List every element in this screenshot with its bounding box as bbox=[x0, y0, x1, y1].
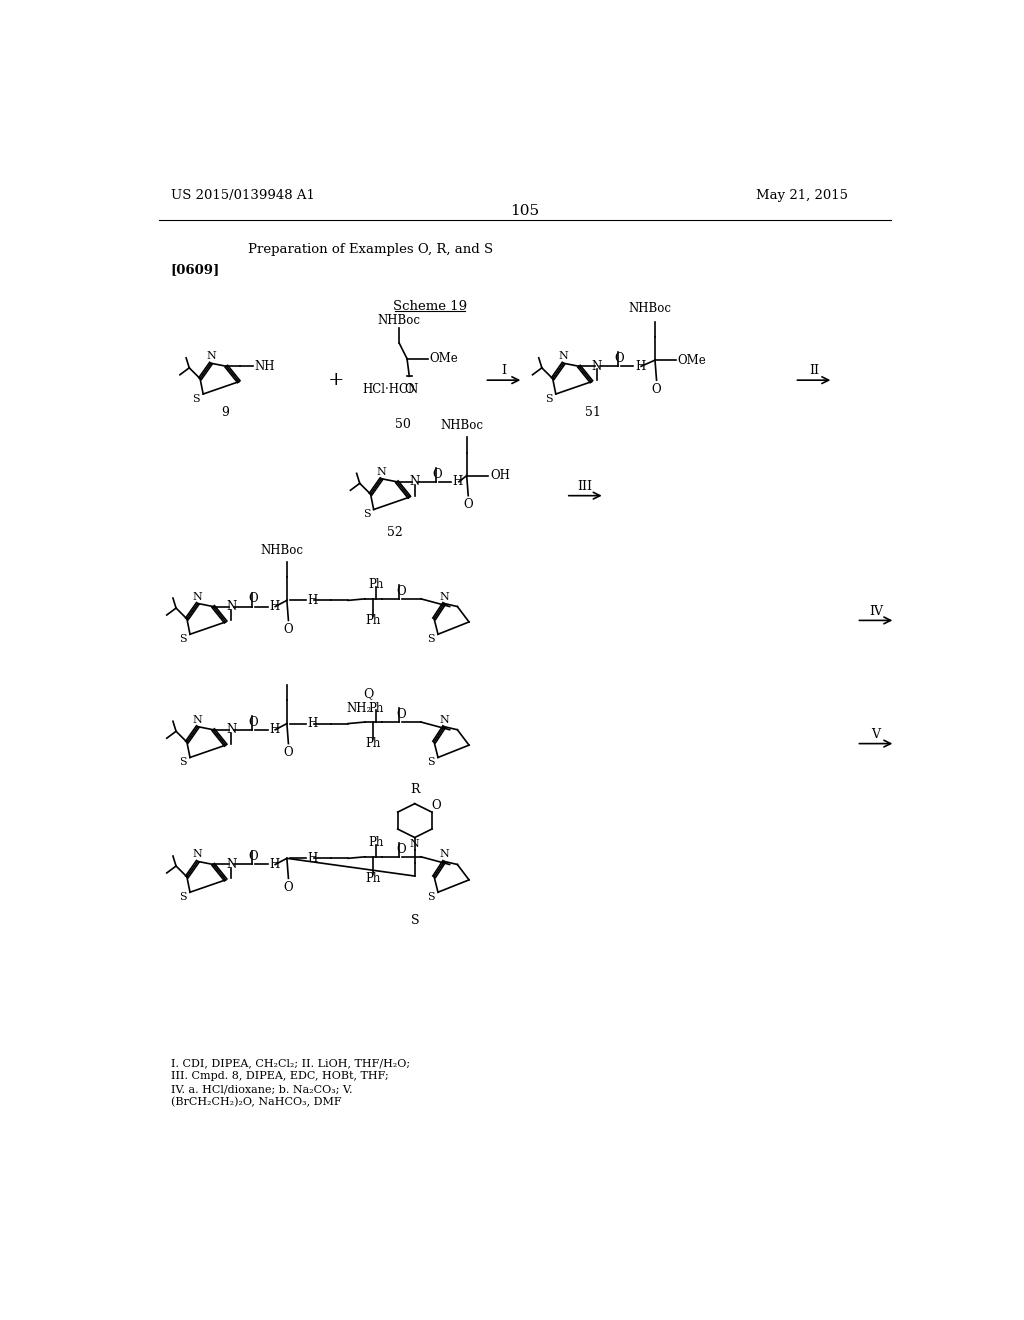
Text: H: H bbox=[308, 851, 318, 865]
Text: H: H bbox=[269, 601, 280, 612]
Text: NHBoc: NHBoc bbox=[629, 302, 672, 315]
Text: Ph: Ph bbox=[366, 871, 381, 884]
Text: 52: 52 bbox=[387, 527, 403, 539]
Text: IV. a. HCl/dioxane; b. Na₂CO₃; V.: IV. a. HCl/dioxane; b. Na₂CO₃; V. bbox=[171, 1084, 352, 1094]
Text: O: O bbox=[651, 383, 662, 396]
Text: Ph: Ph bbox=[369, 702, 384, 714]
Text: 50: 50 bbox=[395, 418, 411, 432]
Text: 51: 51 bbox=[585, 407, 601, 418]
Text: O: O bbox=[396, 842, 406, 855]
Text: III. Cmpd. 8, DIPEA, EDC, HOBt, THF;: III. Cmpd. 8, DIPEA, EDC, HOBt, THF; bbox=[171, 1072, 388, 1081]
Text: H: H bbox=[308, 717, 318, 730]
Text: OMe: OMe bbox=[678, 354, 707, 367]
Text: +: + bbox=[328, 371, 344, 389]
Text: S: S bbox=[193, 393, 200, 404]
Text: NH₂: NH₂ bbox=[346, 702, 372, 715]
Text: (BrCH₂CH₂)₂O, NaHCO₃, DMF: (BrCH₂CH₂)₂O, NaHCO₃, DMF bbox=[171, 1097, 341, 1107]
Text: Scheme 19: Scheme 19 bbox=[393, 300, 467, 313]
Text: I: I bbox=[502, 364, 507, 378]
Text: H: H bbox=[635, 360, 645, 372]
Text: Preparation of Examples O, R, and S: Preparation of Examples O, R, and S bbox=[248, 243, 494, 256]
Text: R: R bbox=[410, 783, 420, 796]
Text: OMe: OMe bbox=[429, 352, 458, 366]
Text: Ph: Ph bbox=[369, 578, 384, 591]
Text: N: N bbox=[439, 850, 450, 859]
Text: O: O bbox=[249, 850, 258, 863]
Text: [0609]: [0609] bbox=[171, 264, 220, 277]
Text: III: III bbox=[578, 480, 593, 492]
Text: O: O bbox=[614, 352, 625, 366]
Text: O: O bbox=[404, 383, 414, 396]
Text: S: S bbox=[362, 510, 371, 519]
Text: O: O bbox=[464, 499, 473, 511]
Text: N: N bbox=[592, 360, 602, 372]
Text: O: O bbox=[249, 715, 258, 729]
Text: IV: IV bbox=[869, 605, 883, 618]
Text: O: O bbox=[396, 585, 406, 598]
Text: NHBoc: NHBoc bbox=[378, 314, 421, 326]
Text: S: S bbox=[427, 758, 435, 767]
Text: O: O bbox=[249, 593, 258, 606]
Text: N: N bbox=[377, 467, 386, 477]
Text: 105: 105 bbox=[510, 203, 540, 218]
Text: N: N bbox=[206, 351, 216, 362]
Text: S: S bbox=[411, 915, 419, 927]
Text: N: N bbox=[410, 838, 420, 849]
Text: S: S bbox=[427, 892, 435, 902]
Text: OH: OH bbox=[489, 469, 510, 482]
Text: S: S bbox=[179, 758, 186, 767]
Text: V: V bbox=[871, 727, 881, 741]
Text: O: O bbox=[396, 708, 406, 721]
Text: I. CDI, DIPEA, CH₂Cl₂; II. LiOH, THF/H₂O;: I. CDI, DIPEA, CH₂Cl₂; II. LiOH, THF/H₂O… bbox=[171, 1059, 410, 1068]
Text: Ph: Ph bbox=[366, 614, 381, 627]
Text: N: N bbox=[193, 850, 203, 859]
Text: H: H bbox=[269, 723, 280, 737]
Text: N: N bbox=[439, 714, 450, 725]
Text: NHBoc: NHBoc bbox=[261, 544, 304, 557]
Text: Ph: Ph bbox=[369, 837, 384, 850]
Text: II: II bbox=[809, 364, 819, 378]
Text: S: S bbox=[427, 634, 435, 644]
Text: 9: 9 bbox=[221, 407, 228, 418]
Text: N: N bbox=[226, 723, 237, 737]
Text: N: N bbox=[193, 714, 203, 725]
Text: O: O bbox=[284, 746, 293, 759]
Text: H: H bbox=[308, 594, 318, 607]
Text: N: N bbox=[226, 858, 237, 871]
Text: NH: NH bbox=[254, 360, 274, 372]
Text: N: N bbox=[226, 601, 237, 612]
Text: US 2015/0139948 A1: US 2015/0139948 A1 bbox=[171, 189, 314, 202]
Text: NHBoc: NHBoc bbox=[440, 418, 483, 432]
Text: S: S bbox=[545, 393, 553, 404]
Text: O: O bbox=[284, 623, 293, 636]
Text: S: S bbox=[179, 634, 186, 644]
Text: S: S bbox=[179, 892, 186, 902]
Text: O: O bbox=[284, 880, 293, 894]
Text: N: N bbox=[439, 591, 450, 602]
Text: O: O bbox=[432, 799, 441, 812]
Text: N: N bbox=[559, 351, 568, 362]
Text: H: H bbox=[269, 858, 280, 871]
Text: May 21, 2015: May 21, 2015 bbox=[756, 189, 848, 202]
Text: Ph: Ph bbox=[366, 737, 381, 750]
Text: Q: Q bbox=[364, 686, 374, 700]
Text: H: H bbox=[453, 475, 463, 488]
Text: O: O bbox=[432, 467, 442, 480]
Text: N: N bbox=[410, 475, 420, 488]
Text: N: N bbox=[193, 591, 203, 602]
Text: HCl·HCN: HCl·HCN bbox=[362, 383, 419, 396]
